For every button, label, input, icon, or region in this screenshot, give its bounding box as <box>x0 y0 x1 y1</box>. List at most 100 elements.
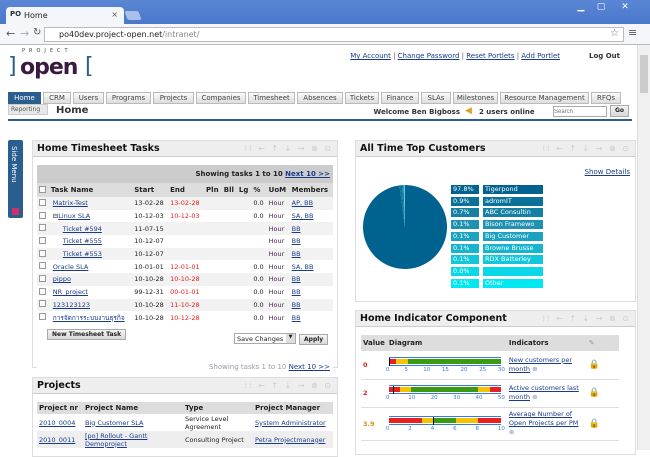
nav-tab-rfqs[interactable]: RFQs <box>591 92 621 104</box>
project-name-link[interactable]: [po] Rollout - Gantt Demoproject <box>85 432 147 448</box>
members-link[interactable]: BB <box>292 314 301 322</box>
subtab-reporting[interactable]: Reporting <box>8 104 48 115</box>
task-link[interactable]: Linux SLA <box>58 212 90 220</box>
reset-portlets-link[interactable]: Reset Portlets <box>466 52 514 60</box>
nav-tab-absences[interactable]: Absences <box>297 92 343 104</box>
members-link[interactable]: AP, BB <box>292 199 313 207</box>
task-link[interactable]: การจัดการระบบงานธุรกิจ <box>53 314 125 322</box>
side-menu-toggle[interactable]: Side Menu <box>8 140 23 218</box>
apply-button[interactable]: Apply <box>299 334 328 345</box>
nav-tab-home[interactable]: Home <box>8 92 41 104</box>
forward-icon[interactable]: → <box>20 27 29 40</box>
welcome-text: Welcome Ben Bigboss <box>374 108 460 116</box>
members-link[interactable]: BB <box>292 250 301 258</box>
portlet-controls-icon[interactable]: ⁞⁞ ← ↑ ↓ → ⊗ ⊙ <box>244 381 333 390</box>
maximize-button[interactable]: ▢ <box>592 2 610 14</box>
members-link[interactable]: SA, BB <box>292 263 314 271</box>
my-account-link[interactable]: My Account <box>350 52 391 60</box>
task-link[interactable]: NR_project <box>53 288 88 296</box>
members-link[interactable]: BB <box>292 237 301 245</box>
row-checkbox[interactable] <box>37 248 49 261</box>
nav-tab-milestones[interactable]: Milestones <box>453 92 498 104</box>
new-timesheet-task-button[interactable]: New Timesheet Task <box>47 329 126 340</box>
nav-tab-programs[interactable]: Programs <box>106 92 151 104</box>
row-checkbox[interactable] <box>37 260 49 273</box>
help-icon[interactable]: ⊛ <box>509 428 514 436</box>
members-link[interactable]: BB <box>292 301 301 309</box>
nav-tab-projects[interactable]: Projects <box>153 92 194 104</box>
indicator-link[interactable]: Average Number of Open Projects per PM <box>509 410 579 427</box>
minimize-button[interactable]: ▁ <box>572 2 590 14</box>
nav-tab-resource-management[interactable]: Resource Management <box>500 92 589 104</box>
row-checkbox[interactable] <box>37 311 49 324</box>
menu-icon[interactable]: ≡ <box>628 26 637 39</box>
project-nr-link[interactable]: 2010_0004 <box>39 419 75 427</box>
row-checkbox[interactable] <box>37 222 49 235</box>
project-manager-link[interactable]: Petra Projectmanager <box>255 436 325 444</box>
add-portlet-link[interactable]: Add Portlet <box>521 52 560 60</box>
users-online[interactable]: 2 users online <box>479 108 535 116</box>
members-link[interactable]: BB <box>292 275 301 283</box>
reload-icon[interactable]: ↻ <box>33 27 41 38</box>
row-checkbox[interactable] <box>37 286 49 299</box>
nav-tab-tickets[interactable]: Tickets <box>345 92 379 104</box>
task-link[interactable]: Ticket #594 <box>63 225 102 233</box>
next-page-link-bottom[interactable]: Next 10 >> <box>289 363 330 371</box>
project-manager-link[interactable]: System Administrator <box>255 419 326 427</box>
project-name-link[interactable]: Big Customer SLA <box>85 419 143 427</box>
task-link[interactable]: Oracle SLA <box>53 263 89 271</box>
close-window-button[interactable]: ✕ <box>612 2 638 14</box>
indicator-link[interactable]: New customers per month <box>509 356 572 373</box>
task-link[interactable]: pippo <box>53 275 71 283</box>
page-scrollbar[interactable] <box>637 45 650 450</box>
logout-link[interactable]: Log Out <box>589 52 620 60</box>
lock-icon[interactable]: 🔒 <box>587 407 619 440</box>
help-icon[interactable]: ⊛ <box>532 393 537 401</box>
new-tab-button[interactable] <box>124 11 141 20</box>
select-all-checkbox[interactable] <box>37 183 49 197</box>
portlet-controls-icon[interactable]: ⁞⁞ ← ↑ ↓ → ⊗ ⊙ <box>244 144 333 153</box>
url-input[interactable]: po40dev.project-open.net/intranet/☆ <box>44 27 624 42</box>
members-link[interactable]: SA, BB <box>292 212 314 220</box>
indicator-link[interactable]: Active customers last month <box>509 384 579 401</box>
col-indicators: Indicators <box>507 335 587 351</box>
action-select[interactable]: Save Changes▼ <box>234 333 296 344</box>
portlet-controls-icon[interactable]: ⁞⁞ ← ↑ ↓ → ⊗ ⊙ <box>542 144 631 153</box>
project-nr-link[interactable]: 2010_0011 <box>39 436 75 444</box>
wrench-icon[interactable]: ✎ <box>587 335 619 351</box>
close-tab-icon[interactable]: × <box>111 10 118 19</box>
lock-icon[interactable]: 🔒 <box>587 379 619 407</box>
browser-tab[interactable]: PO Home × <box>6 7 124 25</box>
row-checkbox[interactable] <box>37 299 49 312</box>
change-password-link[interactable]: Change Password <box>398 52 460 60</box>
members-link[interactable]: BB <box>292 288 301 296</box>
lock-icon[interactable]: 🔒 <box>587 351 619 379</box>
row-checkbox[interactable] <box>37 273 49 286</box>
task-link[interactable]: 123123123 <box>53 301 90 309</box>
search-input[interactable] <box>553 106 607 117</box>
nav-tab-timesheet[interactable]: Timesheet <box>248 92 295 104</box>
notification-bell-icon[interactable]: ◀ <box>465 106 472 116</box>
nav-tab-finance[interactable]: Finance <box>381 92 419 104</box>
row-checkbox[interactable] <box>37 197 49 210</box>
nav-tab-slas[interactable]: SLAs <box>421 92 451 104</box>
row-checkbox[interactable] <box>37 210 49 223</box>
task-link[interactable]: Ticket #555 <box>63 237 102 245</box>
portlet-controls-icon[interactable]: ⁞⁞ ← ↑ ↓ → ⊗ ⊙ <box>542 314 631 323</box>
show-details-link[interactable]: Show Details <box>585 168 630 176</box>
back-icon[interactable]: ← <box>6 27 15 40</box>
nav-tab-companies[interactable]: Companies <box>196 92 246 104</box>
help-icon[interactable]: ⊛ <box>532 365 537 373</box>
indicator-marker <box>433 417 434 425</box>
legend-percent: 0.9% <box>451 197 479 206</box>
task-link[interactable]: Matrix-Test <box>53 199 88 207</box>
indicator-marker <box>389 358 390 366</box>
nav-tab-crm[interactable]: CRM <box>43 92 71 104</box>
search-go-button[interactable]: Go <box>610 105 629 117</box>
task-link[interactable]: Ticket #553 <box>63 250 102 258</box>
nav-tab-users[interactable]: Users <box>73 92 104 104</box>
next-page-link[interactable]: Next 10 >> <box>285 170 330 178</box>
members-link[interactable]: BB <box>292 225 301 233</box>
bookmark-star-icon[interactable]: ☆ <box>610 28 619 39</box>
row-checkbox[interactable] <box>37 235 49 248</box>
